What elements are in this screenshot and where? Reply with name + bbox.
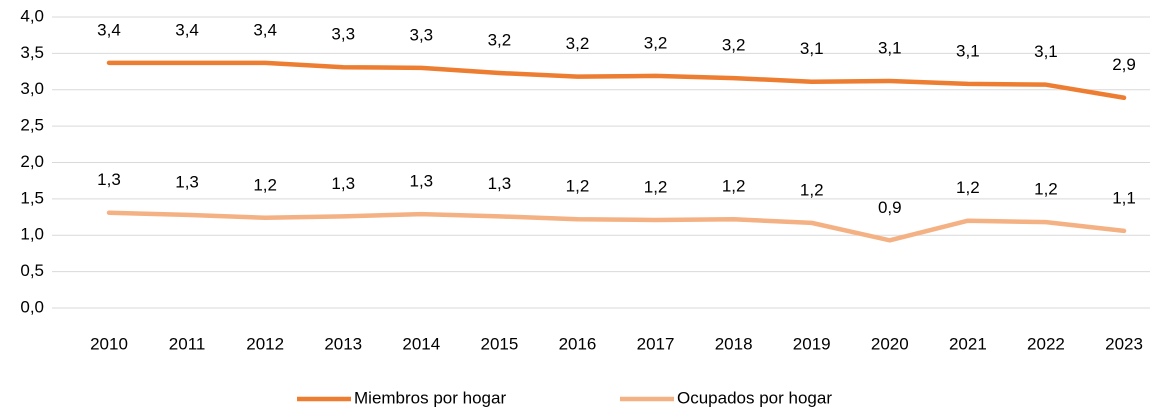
series-line [106,60,1127,101]
y-tick-label: 0,0 [20,297,44,316]
y-tick-label: 2,0 [20,152,44,171]
data-label: 3,4 [97,20,121,39]
y-tick-label: 3,0 [20,79,44,98]
data-label: 1,2 [800,180,824,199]
data-label: 1,2 [566,177,590,196]
data-label: 3,3 [331,25,355,44]
data-label: 1,3 [488,174,512,193]
legend-label: Miembros por hogar [354,388,506,407]
y-tick-label: 3,5 [20,43,44,62]
legend-label: Ocupados por hogar [677,388,832,407]
data-label: 1,2 [956,178,980,197]
y-tick-label: 4,0 [20,6,44,25]
x-tick-label: 2023 [1105,334,1143,353]
data-label: 1,3 [409,172,433,191]
data-label: 3,1 [956,41,980,60]
data-label: 1,2 [1034,180,1058,199]
x-tick-label: 2019 [793,334,831,353]
series-line [106,210,1127,243]
data-label: 3,2 [488,31,512,50]
data-label: 1,2 [722,177,746,196]
y-tick-label: 0,5 [20,261,44,280]
data-label: 3,2 [722,36,746,55]
data-label: 3,1 [1034,42,1058,61]
data-label: 3,2 [644,33,668,52]
data-label: 3,4 [175,20,199,39]
data-label: 3,1 [800,39,824,58]
x-tick-label: 2013 [324,334,362,353]
y-tick-label: 1,5 [20,188,44,207]
data-label: 1,3 [331,174,355,193]
x-tick-label: 2018 [715,334,753,353]
y-tick-label: 1,0 [20,225,44,244]
data-label: 1,1 [1112,188,1136,207]
data-label: 3,3 [409,25,433,44]
data-label: 3,1 [878,39,902,58]
data-label: 2,9 [1112,55,1136,74]
data-label: 1,3 [175,172,199,191]
x-tick-label: 2017 [637,334,675,353]
y-tick-label: 2,5 [20,116,44,135]
data-label: 3,2 [566,34,590,53]
x-tick-label: 2015 [480,334,518,353]
x-tick-label: 2016 [559,334,597,353]
data-label: 0,9 [878,198,902,217]
data-label: 1,3 [97,170,121,189]
data-label: 3,4 [253,20,277,39]
x-tick-label: 2021 [949,334,987,353]
data-label: 1,2 [253,175,277,194]
x-tick-label: 2010 [90,334,128,353]
x-tick-label: 2012 [246,334,284,353]
x-tick-label: 2020 [871,334,909,353]
x-tick-label: 2011 [169,334,206,353]
x-tick-label: 2014 [402,334,440,353]
data-label: 1,2 [644,177,668,196]
x-tick-label: 2022 [1027,334,1065,353]
